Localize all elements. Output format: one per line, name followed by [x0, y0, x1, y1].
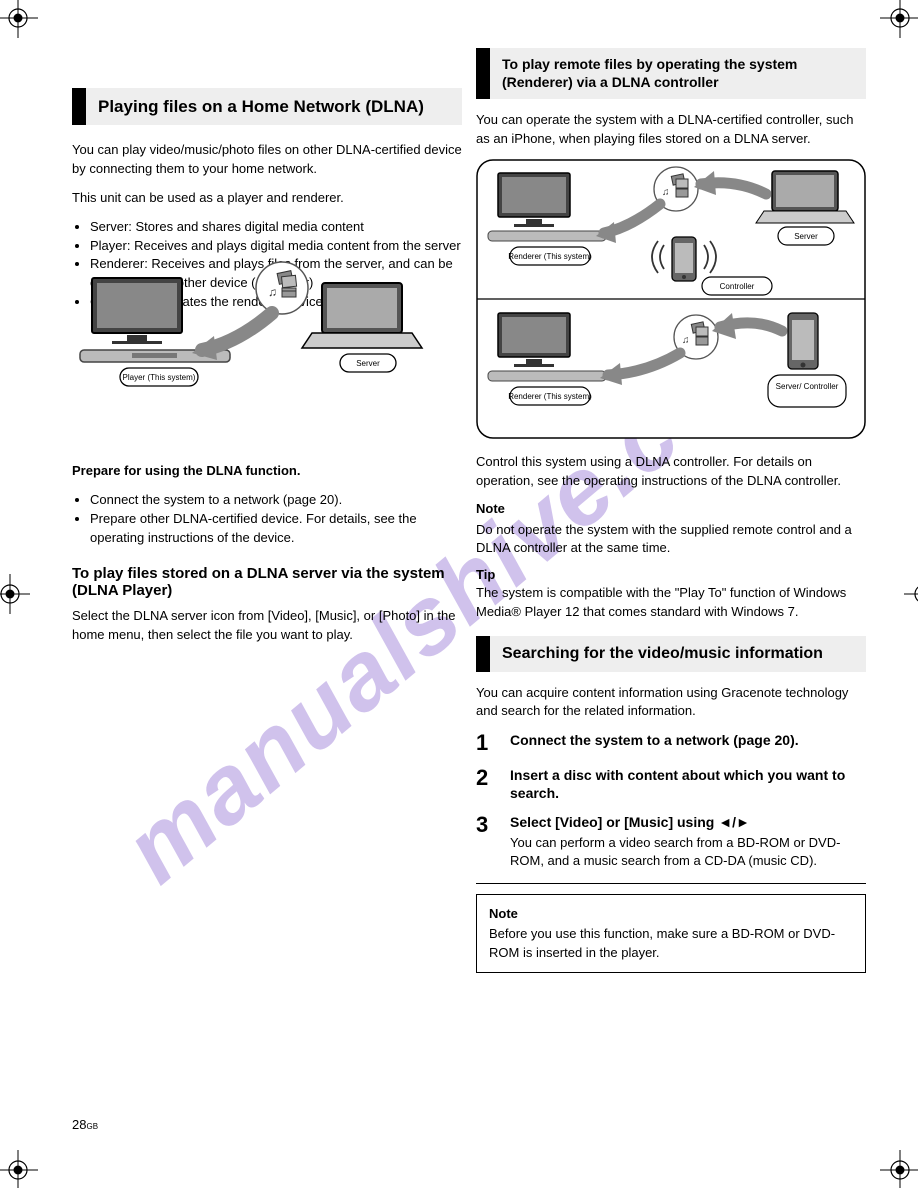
heading-title-box: Playing files on a Home Network (DLNA)	[86, 88, 462, 125]
prepare-heading: Prepare for using the DLNA function.	[72, 462, 462, 481]
note-box: Note Before you use this function, make …	[476, 894, 866, 973]
paragraph: Select the DLNA server icon from [Video]…	[72, 607, 462, 645]
step-item: 3 Select [Video] or [Music] using ◄/► Yo…	[476, 813, 866, 869]
step-item: 2 Insert a disc with content about which…	[476, 766, 866, 804]
registration-mark-icon	[880, 1150, 918, 1188]
step-text: Insert a disc with content about which y…	[510, 767, 845, 802]
step-number: 3	[476, 813, 500, 869]
section-heading: Searching for the video/music informatio…	[476, 636, 866, 672]
registration-mark-icon	[904, 574, 918, 598]
note-body: Before you use this function, make sure …	[489, 926, 835, 959]
separator-line	[476, 883, 866, 884]
dlna-renderer-figure: Renderer (This system) Server ♫	[476, 159, 866, 439]
paragraph: This unit can be used as a player and re…	[72, 189, 462, 208]
list-item: Server: Stores and shares digital media …	[90, 218, 462, 237]
section-heading: Playing files on a Home Network (DLNA)	[72, 88, 462, 125]
step-number: 2	[476, 766, 500, 804]
registration-mark-icon	[0, 574, 14, 598]
section-title: Searching for the video/music informatio…	[502, 644, 823, 664]
section-title: To play remote files by operating the sy…	[502, 56, 854, 91]
heading-accent-bar	[72, 88, 86, 125]
svg-text:Server/ Controller: Server/ Controller	[776, 382, 839, 391]
subsection-heading: To play files stored on a DLNA server vi…	[72, 565, 462, 599]
tip-label: Tip	[476, 567, 866, 582]
heading-accent-bar	[476, 636, 490, 672]
list-item: Player: Receives and plays digital media…	[90, 237, 462, 256]
step-subtext: You can perform a video search from a BD…	[510, 834, 866, 869]
svg-text:♫: ♫	[682, 335, 690, 346]
registration-mark-icon	[0, 1150, 38, 1188]
svg-text:Player (This system): Player (This system)	[123, 373, 196, 382]
right-column: To play remote files by operating the sy…	[476, 48, 866, 973]
section-title: Playing files on a Home Network (DLNA)	[98, 96, 424, 117]
list-item: Connect the system to a network (page 20…	[90, 491, 462, 510]
svg-text:Controller: Controller	[720, 282, 755, 291]
paragraph: You can acquire content information usin…	[476, 684, 866, 722]
note-label: Note	[489, 905, 853, 923]
tip-body: The system is compatible with the "Play …	[476, 584, 866, 622]
dlna-player-figure: Player (This system) Server ♫	[72, 258, 432, 403]
manual-page: manualshive.com Playing files on a Home …	[0, 0, 918, 1188]
registration-mark-icon	[880, 0, 918, 38]
heading-accent-bar	[476, 48, 490, 99]
heading-title-box: To play remote files by operating the sy…	[490, 48, 866, 99]
left-column: Playing files on a Home Network (DLNA) Y…	[72, 88, 462, 655]
step-text: Connect the system to a network (page 20…	[510, 732, 799, 748]
note-body: Do not operate the system with the suppl…	[476, 522, 852, 555]
paragraph: Control this system using a DLNA control…	[476, 453, 866, 491]
step-item: 1 Connect the system to a network (page …	[476, 731, 866, 755]
section-heading: To play remote files by operating the sy…	[476, 48, 866, 99]
step-text: Select [Video] or [Music] using ◄/►	[510, 814, 750, 830]
svg-text:Server: Server	[356, 359, 380, 368]
heading-title-box: Searching for the video/music informatio…	[490, 636, 866, 672]
registration-mark-icon	[0, 0, 38, 38]
list-item: Prepare other DLNA-certified device. For…	[90, 510, 462, 548]
step-number: 1	[476, 731, 500, 755]
note-block: Note Do not operate the system with the …	[476, 500, 866, 557]
svg-text:Renderer (This system): Renderer (This system)	[508, 252, 592, 261]
note-label: Note	[476, 500, 866, 518]
tip-block: Tip The system is compatible with the "P…	[476, 567, 866, 622]
intro-paragraph: You can operate the system with a DLNA-c…	[476, 111, 866, 149]
svg-text:♫: ♫	[268, 285, 277, 299]
svg-text:Server: Server	[794, 232, 818, 241]
page-number: 28GB	[72, 1117, 98, 1132]
svg-text:♫: ♫	[662, 187, 670, 198]
intro-paragraph: You can play video/music/photo files on …	[72, 141, 462, 179]
svg-text:Renderer (This system): Renderer (This system)	[508, 392, 592, 401]
prepare-list: Connect the system to a network (page 20…	[72, 491, 462, 548]
